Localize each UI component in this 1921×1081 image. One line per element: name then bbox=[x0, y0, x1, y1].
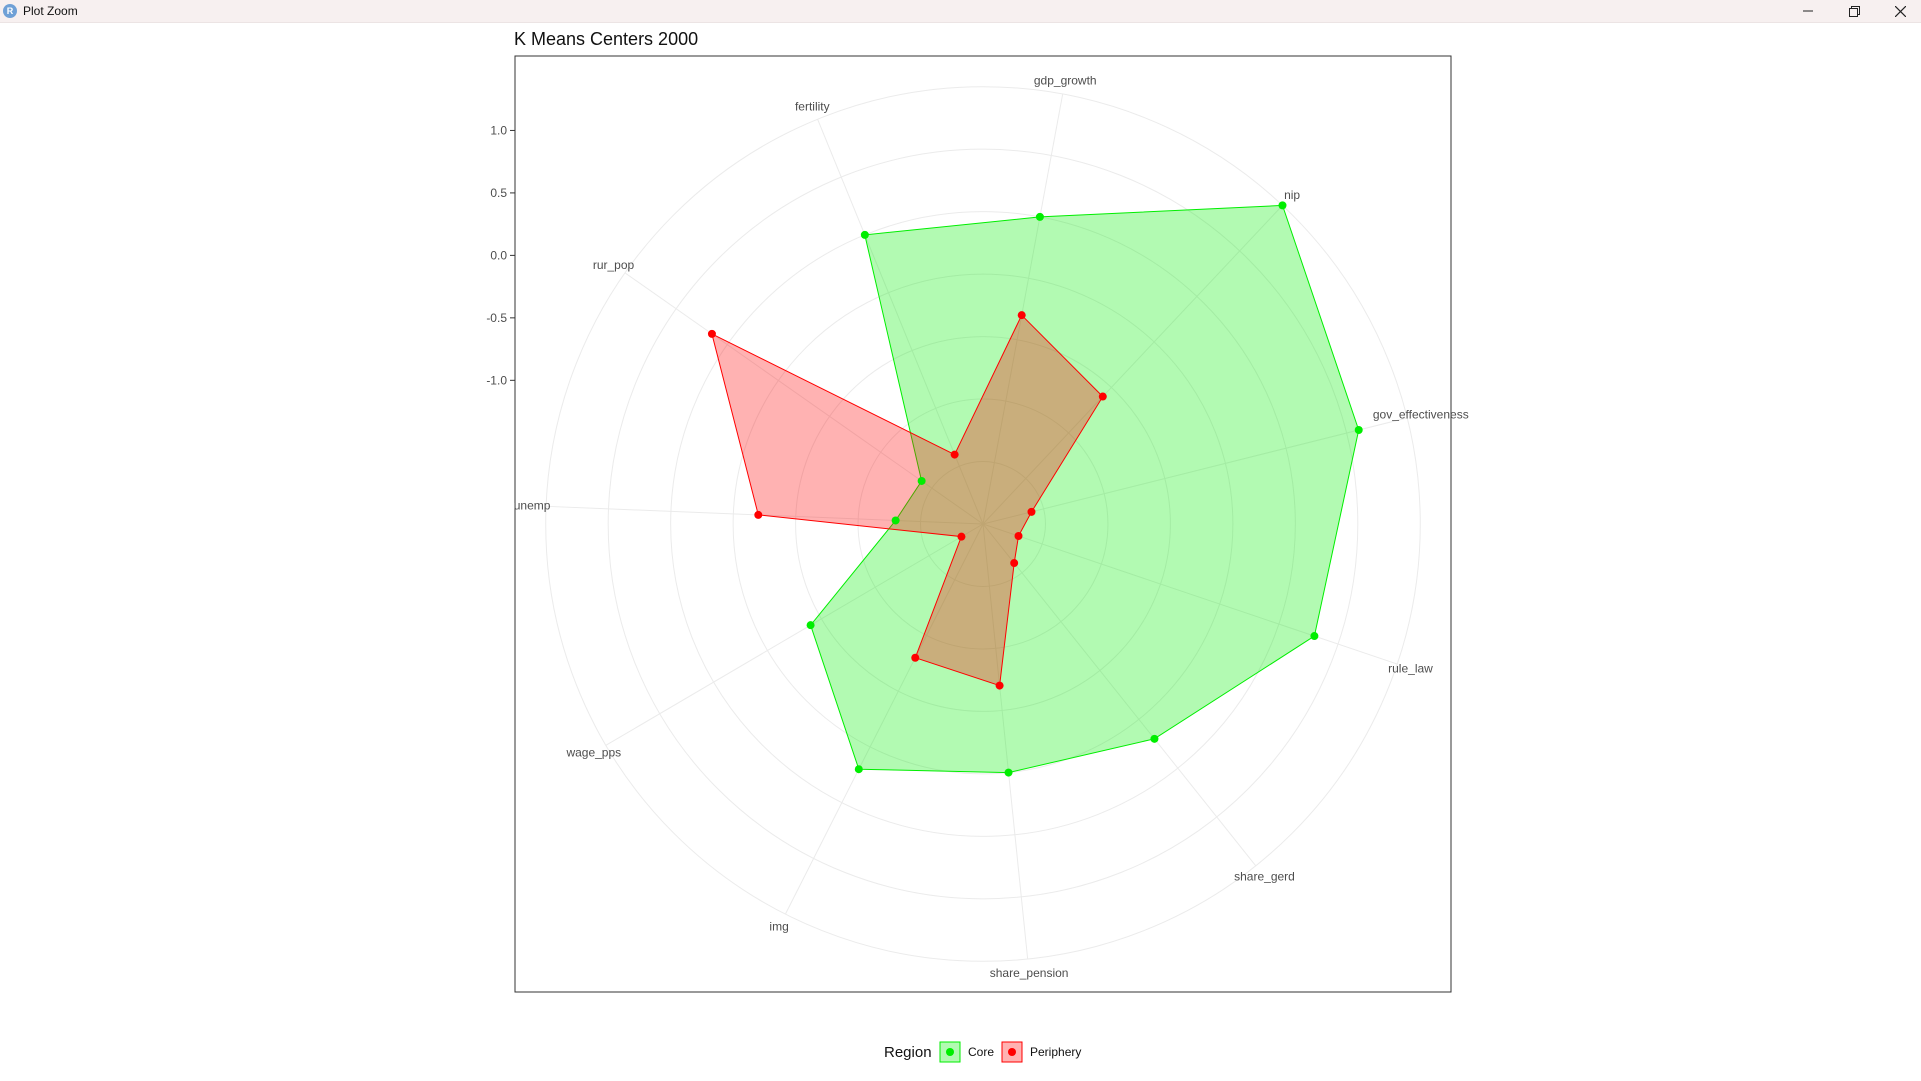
data-point-core-img bbox=[854, 765, 863, 774]
grid-spoke bbox=[982, 523, 1029, 960]
data-point-periphery-fertility bbox=[950, 450, 959, 459]
data-point-core-rule_law bbox=[1310, 632, 1319, 641]
axis-label-gov_effectiveness: gov_effectiveness bbox=[1373, 407, 1469, 421]
data-point-core-gdp_growth bbox=[1035, 212, 1044, 221]
grid-circle bbox=[607, 148, 1359, 900]
data-point-core-rur_pop bbox=[917, 476, 926, 485]
legend-label-core: Core bbox=[968, 1045, 994, 1059]
axis-label-rur_pop: rur_pop bbox=[593, 258, 635, 272]
grid-spoke bbox=[982, 93, 1064, 525]
grid-spoke bbox=[982, 205, 1283, 525]
axis-label-unemp: unemp bbox=[514, 499, 551, 513]
restore-icon bbox=[1848, 5, 1860, 17]
data-point-core-wage_pps bbox=[806, 621, 815, 630]
grid bbox=[545, 86, 1421, 962]
data-point-periphery-gov_effectiveness bbox=[1027, 507, 1036, 516]
close-icon bbox=[1894, 5, 1906, 17]
tick-label: 0.5 bbox=[490, 186, 507, 200]
axis-label-wage_pps: wage_pps bbox=[565, 745, 621, 759]
grid-circle bbox=[857, 398, 1109, 650]
grid-circle bbox=[920, 461, 1046, 587]
legend-key-dot bbox=[946, 1048, 954, 1056]
axis-label-rule_law: rule_law bbox=[1388, 662, 1433, 676]
data-point-periphery-wage_pps bbox=[957, 532, 966, 541]
grid-circle bbox=[732, 273, 1234, 775]
data-point-periphery-nip bbox=[1098, 392, 1107, 401]
tick-label: 1.0 bbox=[490, 123, 507, 137]
grid-spoke bbox=[982, 523, 1257, 867]
data-point-core-fertility bbox=[860, 230, 869, 239]
axis-label-share_gerd: share_gerd bbox=[1234, 870, 1295, 884]
data-point-periphery-rur_pop bbox=[707, 329, 716, 338]
legend: Region Core Periphery bbox=[884, 1041, 1081, 1063]
data-point-core-gov_effectiveness bbox=[1354, 426, 1363, 435]
window-titlebar: R Plot Zoom bbox=[0, 0, 1921, 23]
data-point-periphery-share_gerd bbox=[1010, 559, 1019, 568]
tick-label: -0.5 bbox=[486, 311, 507, 325]
close-button[interactable] bbox=[1877, 0, 1921, 22]
grid-spoke bbox=[982, 417, 1408, 525]
restore-button[interactable] bbox=[1831, 0, 1877, 22]
data-point-core-nip bbox=[1278, 201, 1287, 210]
data-point-periphery-img bbox=[911, 653, 920, 662]
grid-spoke bbox=[605, 523, 984, 746]
grid-circle bbox=[670, 211, 1296, 837]
legend-title: Region bbox=[884, 1044, 932, 1061]
series-area-core bbox=[810, 204, 1360, 774]
data-point-periphery-unemp bbox=[754, 510, 763, 519]
legend-key-dot bbox=[1008, 1048, 1016, 1056]
grid-circle bbox=[545, 86, 1421, 962]
grid-circle bbox=[795, 336, 1171, 712]
grid-spoke bbox=[784, 523, 984, 915]
tick-label: -1.0 bbox=[486, 373, 507, 387]
chart-title: K Means Centers 2000 bbox=[514, 29, 698, 49]
minimize-icon bbox=[1803, 10, 1813, 12]
axis-label-gdp_growth: gdp_growth bbox=[1034, 73, 1097, 87]
axis-label-img: img bbox=[769, 920, 788, 934]
minimize-button[interactable] bbox=[1785, 0, 1831, 22]
series-area-periphery bbox=[711, 314, 1104, 687]
radial-axis: 1.0 0.5 0.0 -0.5 -1.0 bbox=[486, 123, 515, 387]
data-point-periphery-rule_law bbox=[1014, 532, 1023, 541]
axis-label-share_pension: share_pension bbox=[990, 966, 1069, 980]
tick-label: 0.0 bbox=[490, 248, 507, 262]
axis-label-fertility: fertility bbox=[795, 99, 830, 113]
r-logo-icon: R bbox=[3, 4, 17, 18]
grid-spoke bbox=[982, 523, 1398, 665]
window-title: Plot Zoom bbox=[23, 4, 78, 18]
data-point-periphery-gdp_growth bbox=[1017, 311, 1026, 320]
data-point-core-unemp bbox=[891, 516, 900, 525]
data-point-periphery-share_pension bbox=[995, 681, 1004, 690]
series-layer bbox=[707, 201, 1363, 777]
data-point-core-share_pension bbox=[1004, 768, 1013, 777]
axis-label-nip: nip bbox=[1284, 188, 1300, 202]
data-point-core-share_gerd bbox=[1150, 734, 1159, 743]
legend-label-periphery: Periphery bbox=[1030, 1045, 1081, 1059]
